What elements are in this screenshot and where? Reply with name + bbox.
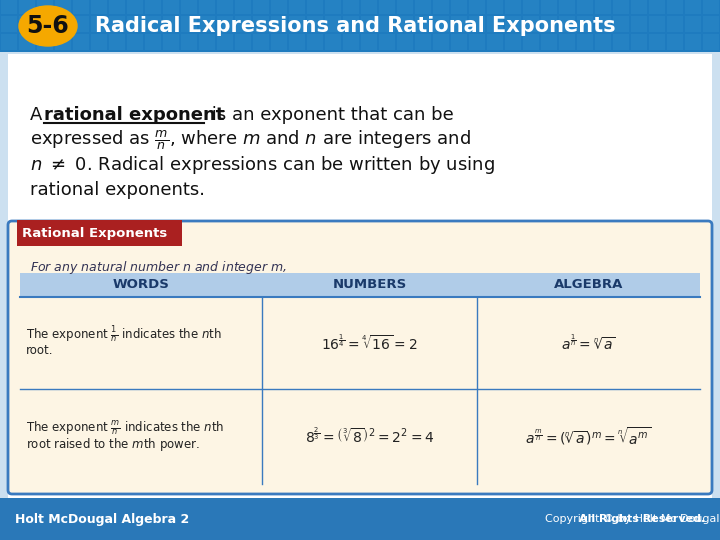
FancyBboxPatch shape [8, 221, 712, 494]
FancyBboxPatch shape [127, 16, 143, 32]
FancyBboxPatch shape [649, 0, 665, 14]
FancyBboxPatch shape [631, 16, 647, 32]
FancyBboxPatch shape [307, 0, 323, 14]
FancyBboxPatch shape [703, 16, 719, 32]
FancyBboxPatch shape [19, 16, 35, 32]
FancyBboxPatch shape [127, 34, 143, 50]
Text: $8^{\frac{2}{3}} = \left(\sqrt[3]{8}\right)^2 = 2^2 = 4$: $8^{\frac{2}{3}} = \left(\sqrt[3]{8}\rig… [305, 427, 434, 446]
FancyBboxPatch shape [685, 34, 701, 50]
Text: is an exponent that can be: is an exponent that can be [206, 106, 454, 124]
FancyBboxPatch shape [613, 0, 629, 14]
Text: $a^{\frac{m}{n}} = \left(\sqrt[n]{a}\right)^m = \sqrt[n]{a^m}$: $a^{\frac{m}{n}} = \left(\sqrt[n]{a}\rig… [526, 426, 652, 447]
FancyBboxPatch shape [595, 34, 611, 50]
FancyBboxPatch shape [199, 0, 215, 14]
FancyBboxPatch shape [289, 16, 305, 32]
FancyBboxPatch shape [127, 0, 143, 14]
FancyBboxPatch shape [235, 0, 251, 14]
FancyBboxPatch shape [19, 0, 35, 14]
FancyBboxPatch shape [271, 34, 287, 50]
FancyBboxPatch shape [91, 16, 107, 32]
FancyBboxPatch shape [145, 34, 161, 50]
FancyBboxPatch shape [541, 16, 557, 32]
FancyBboxPatch shape [541, 34, 557, 50]
Text: The exponent $\frac{m}{n}$ indicates the $n$th: The exponent $\frac{m}{n}$ indicates the… [26, 420, 225, 437]
FancyBboxPatch shape [20, 273, 262, 297]
FancyBboxPatch shape [631, 0, 647, 14]
FancyBboxPatch shape [253, 34, 269, 50]
FancyBboxPatch shape [73, 34, 89, 50]
FancyBboxPatch shape [163, 34, 179, 50]
Text: All Rights Reserved.: All Rights Reserved. [579, 514, 705, 524]
Text: $a^{\frac{1}{n}} = \sqrt[n]{a}$: $a^{\frac{1}{n}} = \sqrt[n]{a}$ [561, 333, 616, 353]
FancyBboxPatch shape [325, 0, 341, 14]
Text: A: A [30, 106, 48, 124]
FancyBboxPatch shape [217, 0, 233, 14]
FancyBboxPatch shape [73, 0, 89, 14]
FancyBboxPatch shape [523, 34, 539, 50]
FancyBboxPatch shape [469, 16, 485, 32]
FancyBboxPatch shape [0, 498, 720, 540]
FancyBboxPatch shape [19, 34, 35, 50]
Ellipse shape [19, 6, 77, 46]
FancyBboxPatch shape [379, 34, 395, 50]
FancyBboxPatch shape [649, 34, 665, 50]
FancyBboxPatch shape [55, 0, 71, 14]
FancyBboxPatch shape [433, 16, 449, 32]
FancyBboxPatch shape [433, 0, 449, 14]
FancyBboxPatch shape [181, 16, 197, 32]
FancyBboxPatch shape [361, 16, 377, 32]
FancyBboxPatch shape [289, 0, 305, 14]
FancyBboxPatch shape [451, 16, 467, 32]
FancyBboxPatch shape [37, 0, 53, 14]
FancyBboxPatch shape [271, 16, 287, 32]
FancyBboxPatch shape [477, 273, 700, 297]
FancyBboxPatch shape [361, 34, 377, 50]
FancyBboxPatch shape [451, 0, 467, 14]
FancyBboxPatch shape [199, 34, 215, 50]
FancyBboxPatch shape [343, 34, 359, 50]
Text: rational exponents.: rational exponents. [30, 181, 205, 199]
FancyBboxPatch shape [613, 34, 629, 50]
Text: $n$ $\neq$ 0. Radical expressions can be written by using: $n$ $\neq$ 0. Radical expressions can be… [30, 154, 495, 176]
FancyBboxPatch shape [415, 34, 431, 50]
FancyBboxPatch shape [307, 16, 323, 32]
FancyBboxPatch shape [397, 0, 413, 14]
FancyBboxPatch shape [469, 0, 485, 14]
FancyBboxPatch shape [667, 34, 683, 50]
FancyBboxPatch shape [8, 54, 712, 498]
FancyBboxPatch shape [217, 34, 233, 50]
Text: expressed as $\frac{m}{n}$, where $m$ and $n$ are integers and: expressed as $\frac{m}{n}$, where $m$ an… [30, 128, 471, 152]
FancyBboxPatch shape [55, 34, 71, 50]
FancyBboxPatch shape [262, 273, 477, 297]
Text: 5-6: 5-6 [27, 14, 69, 38]
FancyBboxPatch shape [0, 0, 720, 52]
FancyBboxPatch shape [145, 16, 161, 32]
FancyBboxPatch shape [703, 34, 719, 50]
FancyBboxPatch shape [469, 34, 485, 50]
FancyBboxPatch shape [577, 0, 593, 14]
FancyBboxPatch shape [559, 16, 575, 32]
FancyBboxPatch shape [613, 16, 629, 32]
FancyBboxPatch shape [37, 34, 53, 50]
FancyBboxPatch shape [433, 34, 449, 50]
FancyBboxPatch shape [451, 34, 467, 50]
FancyBboxPatch shape [685, 16, 701, 32]
Text: NUMBERS: NUMBERS [333, 279, 407, 292]
FancyBboxPatch shape [415, 0, 431, 14]
Text: Radical Expressions and Rational Exponents: Radical Expressions and Rational Exponen… [95, 16, 616, 36]
FancyBboxPatch shape [325, 16, 341, 32]
FancyBboxPatch shape [235, 34, 251, 50]
FancyBboxPatch shape [505, 34, 521, 50]
FancyBboxPatch shape [343, 0, 359, 14]
FancyBboxPatch shape [1, 34, 17, 50]
Text: WORDS: WORDS [112, 279, 169, 292]
FancyBboxPatch shape [523, 0, 539, 14]
FancyBboxPatch shape [523, 16, 539, 32]
FancyBboxPatch shape [91, 0, 107, 14]
FancyBboxPatch shape [667, 0, 683, 14]
FancyBboxPatch shape [361, 0, 377, 14]
Text: $16^{\frac{1}{4}} = \sqrt[4]{16} = 2$: $16^{\frac{1}{4}} = \sqrt[4]{16} = 2$ [321, 333, 418, 353]
FancyBboxPatch shape [1, 0, 17, 14]
FancyBboxPatch shape [289, 34, 305, 50]
